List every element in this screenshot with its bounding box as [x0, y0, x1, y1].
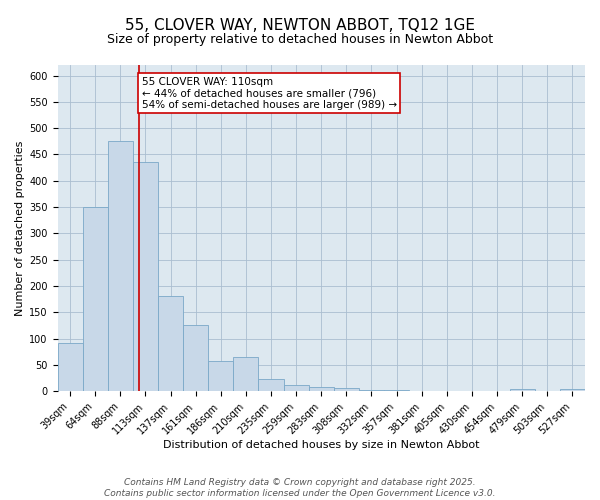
Bar: [359, 390, 384, 391]
Bar: [409, 390, 434, 391]
Bar: [233, 357, 259, 391]
Bar: [83, 207, 108, 391]
Text: 55 CLOVER WAY: 110sqm
← 44% of detached houses are smaller (796)
54% of semi-det: 55 CLOVER WAY: 110sqm ← 44% of detached …: [142, 76, 397, 110]
Text: Size of property relative to detached houses in Newton Abbot: Size of property relative to detached ho…: [107, 32, 493, 46]
Bar: [509, 389, 535, 391]
Bar: [58, 342, 83, 391]
Bar: [384, 390, 409, 391]
Y-axis label: Number of detached properties: Number of detached properties: [15, 140, 25, 316]
Bar: [183, 326, 208, 391]
X-axis label: Distribution of detached houses by size in Newton Abbot: Distribution of detached houses by size …: [163, 440, 479, 450]
Bar: [560, 389, 585, 391]
Bar: [158, 296, 183, 391]
Text: 55, CLOVER WAY, NEWTON ABBOT, TQ12 1GE: 55, CLOVER WAY, NEWTON ABBOT, TQ12 1GE: [125, 18, 475, 32]
Bar: [284, 385, 308, 391]
Bar: [208, 361, 233, 391]
Bar: [334, 388, 359, 391]
Bar: [434, 390, 460, 391]
Bar: [133, 162, 158, 391]
Bar: [108, 142, 133, 391]
Bar: [259, 379, 284, 391]
Text: Contains HM Land Registry data © Crown copyright and database right 2025.
Contai: Contains HM Land Registry data © Crown c…: [104, 478, 496, 498]
Bar: [308, 387, 334, 391]
